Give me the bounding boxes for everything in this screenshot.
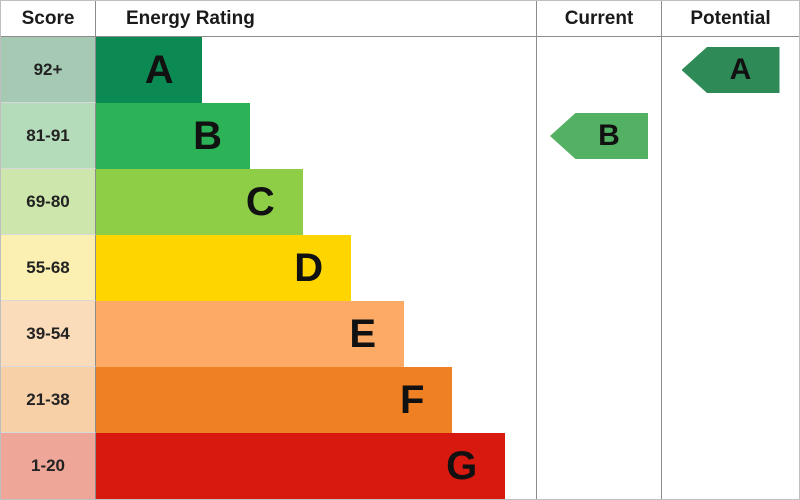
bar-letter-g: G [446, 444, 478, 488]
rating-bar-g: G [96, 433, 506, 499]
score-cell-69-80: 69-80 [1, 169, 96, 235]
rating-bar-c: C [96, 169, 303, 235]
potential-column: A [661, 37, 799, 499]
rating-row-c: C [96, 169, 536, 235]
rating-bar-b: B [96, 103, 250, 169]
header-current: Current [536, 1, 661, 37]
rating-row-f: F [96, 367, 536, 433]
header-energy-rating: Energy Rating [96, 1, 536, 37]
score-cell-39-54: 39-54 [1, 301, 96, 367]
current-rating-letter: B [598, 119, 620, 152]
rating-row-g: G [96, 433, 536, 499]
score-cell-81-91: 81-91 [1, 103, 96, 169]
current-column: B [536, 37, 661, 499]
current-rating-arrow: B [550, 113, 648, 159]
potential-rating-arrow: A [681, 47, 780, 93]
score-cell-92plus: 92+ [1, 37, 96, 103]
rating-bar-e: E [96, 301, 404, 367]
bar-letter-a: A [144, 48, 174, 92]
bar-letter-e: E [349, 312, 376, 356]
score-cell-1-20: 1-20 [1, 433, 96, 499]
rating-row-a: A [96, 37, 536, 103]
rating-row-d: D [96, 235, 536, 301]
rating-row-b: B [96, 103, 536, 169]
rating-row-e: E [96, 301, 536, 367]
bar-letter-d: D [294, 246, 324, 290]
header-potential: Potential [661, 1, 799, 37]
score-cell-21-38: 21-38 [1, 367, 96, 433]
score-cell-55-68: 55-68 [1, 235, 96, 301]
rating-bar-a: A [96, 37, 202, 103]
rating-bar-d: D [96, 235, 352, 301]
bar-letter-b: B [193, 114, 222, 158]
rating-bar-f: F [96, 367, 453, 433]
header-score: Score [1, 1, 96, 37]
bar-letter-c: C [245, 180, 275, 224]
bar-letter-f: F [399, 378, 425, 422]
potential-rating-letter: A [729, 53, 752, 86]
